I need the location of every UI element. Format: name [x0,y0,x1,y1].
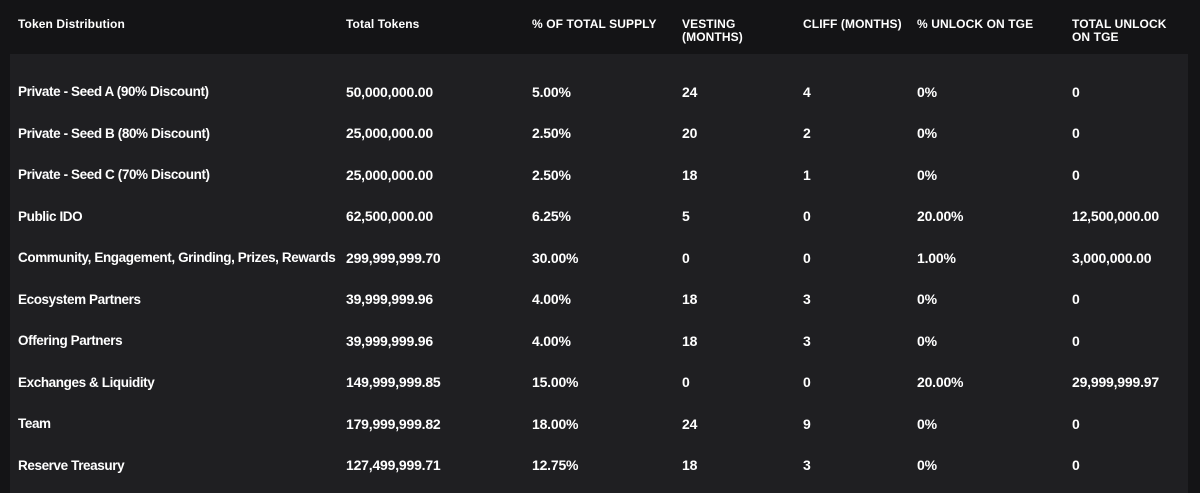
cell-percent-unlock-tge: 0% [917,415,937,432]
header-token-distribution: Token Distribution [18,17,125,31]
cell-token-distribution: Public IDO [18,208,83,224]
header-vesting-months: VESTING (MONTHS) [682,17,743,44]
cell-vesting-months: 24 [682,83,698,100]
cell-cliff-months: 4 [803,83,811,100]
cell-total-unlock-tge: 0 [1072,83,1080,100]
table-header-row: Token Distribution Total Tokens % OF TOT… [10,8,1188,54]
cell-total-tokens: 50,000,000.00 [346,83,433,100]
cell-token-distribution: Ecosystem Partners [18,291,141,307]
cell-vesting-months: 24 [682,415,698,432]
cell-percent-unlock-tge: 0% [917,332,937,349]
cell-vesting-months: 18 [682,166,698,183]
table-row: Private - Seed C (70% Discount) 25,000,00… [10,154,1188,196]
table-row: Offering Partners 39,999,999.96 4.00% 18 3 0%… [10,320,1188,362]
header-cliff-months: CLIFF (MONTHS) [803,17,902,31]
cell-percent-total-supply: 2.50% [532,166,571,183]
cell-total-unlock-tge: 0 [1072,457,1080,474]
cell-token-distribution: Private - Seed B (80% Discount) [18,125,210,141]
cell-percent-total-supply: 18.00% [532,415,579,432]
cell-total-unlock-tge: 0 [1072,332,1080,349]
cell-total-tokens: 62,500,000.00 [346,208,433,225]
cell-percent-total-supply: 2.50% [532,125,571,142]
cell-total-unlock-tge: 0 [1072,166,1080,183]
cell-percent-total-supply: 4.00% [532,291,571,308]
cell-cliff-months: 0 [803,249,811,266]
cell-token-distribution: Reserve Treasury [18,457,125,473]
cell-percent-unlock-tge: 0% [917,457,937,474]
cell-total-unlock-tge: 0 [1072,291,1080,308]
cell-percent-unlock-tge: 0% [917,125,937,142]
cell-total-tokens: 39,999,999.96 [346,291,433,308]
cell-percent-unlock-tge: 20.00% [917,374,964,391]
cell-token-distribution: Private - Seed C (70% Discount) [18,167,210,183]
cell-total-unlock-tge: 0 [1072,415,1080,432]
cell-percent-total-supply: 12.75% [532,457,579,474]
table-row: Reserve Treasury 127,499,999.71 12.75% 18 3 0… [10,445,1188,487]
cell-cliff-months: 9 [803,415,811,432]
cell-percent-total-supply: 6.25% [532,208,571,225]
table-row: Team 179,999,999.82 18.00% 24 9 0% 0 [10,403,1188,445]
cell-total-unlock-tge: 3,000,000.00 [1072,249,1152,266]
cell-cliff-months: 3 [803,457,811,474]
cell-percent-unlock-tge: 0% [917,166,937,183]
cell-total-tokens: 127,499,999.71 [346,457,441,474]
cell-token-distribution: Exchanges & Liquidity [18,374,155,390]
cell-total-tokens: 39,999,999.96 [346,332,433,349]
cell-total-unlock-tge: 12,500,000.00 [1072,208,1159,225]
cell-token-distribution: Team [18,416,51,432]
token-distribution-table: Token Distribution Total Tokens % OF TOT… [10,8,1188,486]
table-row: Ecosystem Partners 39,999,999.96 4.00% 18 3 0… [10,279,1188,321]
table-row: Public IDO 62,500,000.00 6.25% 5 0 20.00% 12,5… [10,196,1188,238]
cell-cliff-months: 3 [803,332,811,349]
cell-percent-unlock-tge: 1.00% [917,249,956,266]
header-percent-total-supply: % OF TOTAL SUPPLY [532,17,657,31]
cell-cliff-months: 3 [803,291,811,308]
cell-total-unlock-tge: 0 [1072,125,1080,142]
cell-cliff-months: 2 [803,125,811,142]
cell-cliff-months: 0 [803,374,811,391]
cell-token-distribution: Offering Partners [18,333,123,349]
table-row: Community, Engagement, Grinding, Prizes,… [10,237,1188,279]
table-row: Exchanges & Liquidity 149,999,999.85 15.00… [10,362,1188,404]
token-distribution-panel: Token Distribution Total Tokens % OF TOT… [10,8,1188,493]
cell-vesting-months: 0 [682,249,690,266]
cell-vesting-months: 20 [682,125,698,142]
cell-percent-unlock-tge: 0% [917,83,937,100]
cell-percent-unlock-tge: 20.00% [917,208,964,225]
cell-percent-total-supply: 4.00% [532,332,571,349]
cell-vesting-months: 18 [682,457,698,474]
cell-vesting-months: 18 [682,332,698,349]
cell-token-distribution: Community, Engagement, Grinding, Prizes,… [18,250,336,266]
table-row: Private - Seed B (80% Discount) 25,000,00… [10,113,1188,155]
cell-vesting-months: 5 [682,208,690,225]
cell-total-tokens: 25,000,000.00 [346,166,433,183]
cell-cliff-months: 1 [803,166,811,183]
cell-total-tokens: 179,999,999.82 [346,415,441,432]
header-percent-unlock-tge: % UNLOCK ON TGE [917,17,1034,31]
cell-token-distribution: Private - Seed A (90% Discount) [18,84,209,100]
header-total-unlock-tge: TOTAL UNLOCK ON TGE [1072,17,1167,44]
cell-total-tokens: 299,999,999.70 [346,249,441,266]
cell-total-unlock-tge: 29,999,999.97 [1072,374,1159,391]
cell-percent-total-supply: 15.00% [532,374,579,391]
spacer-cell [10,54,1188,71]
cell-cliff-months: 0 [803,208,811,225]
cell-vesting-months: 0 [682,374,690,391]
header-total-tokens: Total Tokens [346,17,420,31]
cell-percent-total-supply: 5.00% [532,83,571,100]
table-row: Private - Seed A (90% Discount) 50,000,00… [10,71,1188,113]
cell-total-tokens: 25,000,000.00 [346,125,433,142]
table-spacer-row [10,54,1188,71]
cell-total-tokens: 149,999,999.85 [346,374,441,391]
cell-percent-unlock-tge: 0% [917,291,937,308]
cell-percent-total-supply: 30.00% [532,249,579,266]
cell-vesting-months: 18 [682,291,698,308]
